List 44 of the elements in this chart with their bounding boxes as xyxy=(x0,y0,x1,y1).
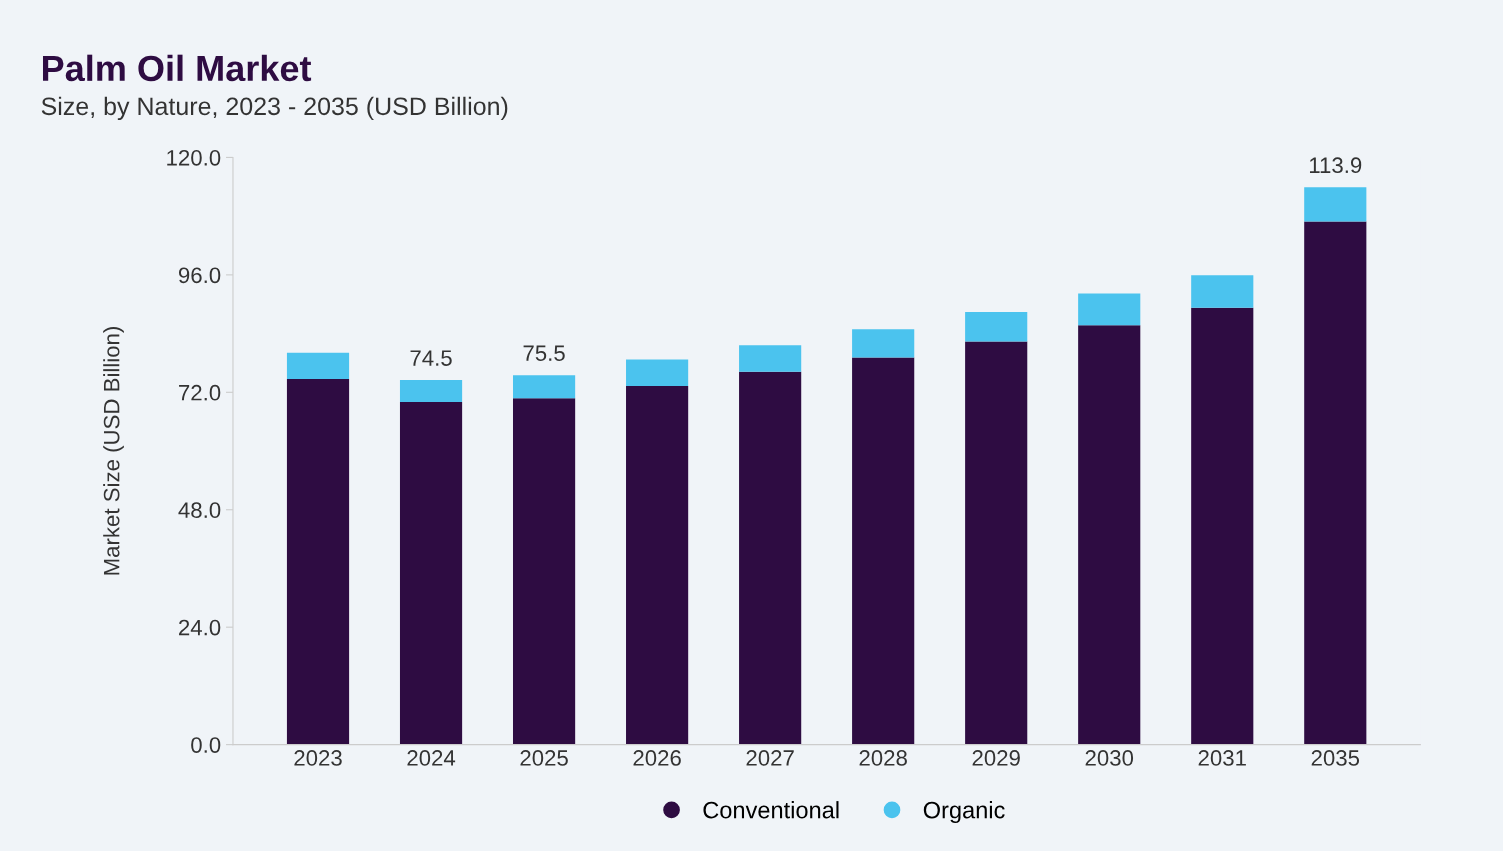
bar xyxy=(852,357,915,745)
x-tick-label: 2023 xyxy=(294,750,342,766)
bar xyxy=(852,329,915,358)
total-label: 74.5 xyxy=(410,350,452,366)
bar xyxy=(626,385,689,745)
bar xyxy=(512,375,576,399)
y-tick-label: 96.0 xyxy=(178,267,221,284)
legend-label: Conventional xyxy=(703,801,839,819)
bar xyxy=(739,371,802,745)
bar xyxy=(1304,221,1367,745)
bar xyxy=(399,380,463,403)
y-tick-label: 120.0 xyxy=(167,149,221,166)
bar xyxy=(965,341,1028,745)
bar xyxy=(965,312,1028,342)
chart-subtitle: Size, by Nature, 2023 - 2035 (USD Billion) xyxy=(41,96,508,121)
y-tick-label: 72.0 xyxy=(179,384,221,401)
x-tick-label: 2026 xyxy=(633,750,681,766)
legend-label: Organic xyxy=(923,801,1005,824)
x-tick-label: 2025 xyxy=(520,750,568,766)
x-tick-label: 2035 xyxy=(1311,750,1360,766)
bar xyxy=(739,345,802,372)
bar xyxy=(286,379,350,745)
bar xyxy=(1191,275,1254,308)
total-label: 75.5 xyxy=(523,345,565,362)
bar xyxy=(399,402,463,745)
y-axis-title: Market Size (USD Billion) xyxy=(103,327,124,575)
bar xyxy=(1191,307,1254,745)
bar xyxy=(1078,293,1141,326)
x-tick-label: 2024 xyxy=(407,750,456,766)
x-tick-label: 2029 xyxy=(972,750,1020,766)
x-tick-label: 2028 xyxy=(859,750,907,766)
bar xyxy=(1304,187,1367,222)
bar xyxy=(512,398,576,745)
chart-title: Palm Oil Market xyxy=(43,54,312,82)
y-tick-label: 48.0 xyxy=(178,502,221,519)
x-tick-label: 2031 xyxy=(1198,750,1246,766)
x-tick-label: 2027 xyxy=(746,750,794,766)
x-tick-label: 2030 xyxy=(1085,750,1134,766)
y-tick-label: 24.0 xyxy=(179,619,221,636)
bar xyxy=(286,352,350,380)
y-tick-label: 0.0 xyxy=(191,737,221,753)
bar xyxy=(626,359,689,386)
total-label: 113.9 xyxy=(1309,157,1362,174)
bar xyxy=(1078,325,1141,745)
